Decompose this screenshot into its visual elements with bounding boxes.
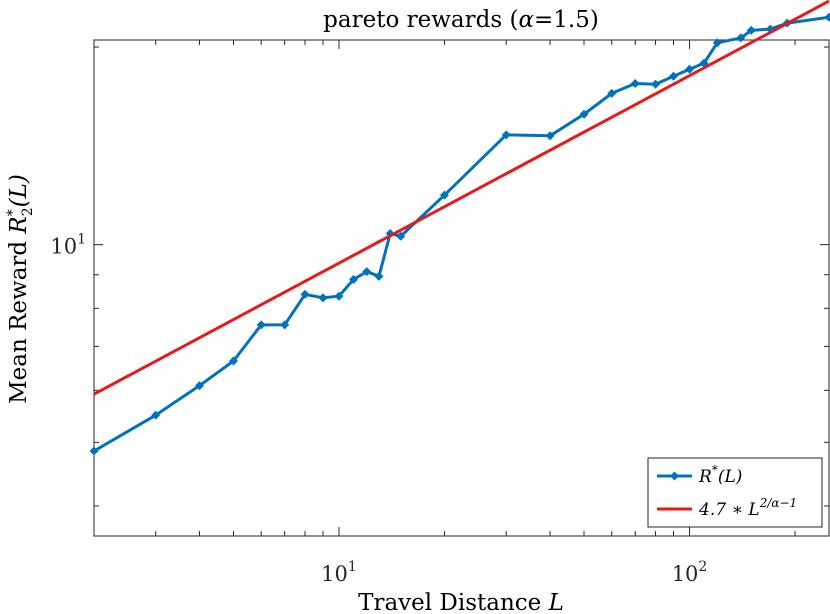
data-point [736, 33, 746, 43]
data-point [668, 71, 678, 81]
data-point [712, 38, 722, 48]
data-point [300, 289, 310, 299]
legend: R*(L) 4.7 ∗ L2/α−1 [647, 457, 823, 528]
axis-ticks: 101 102 101 [50, 40, 829, 586]
series-line-fit [93, 0, 830, 396]
data-point [746, 25, 756, 35]
data-point [440, 190, 450, 200]
data-point [607, 88, 617, 98]
data-point [824, 12, 830, 22]
y-axis-label: Mean Reward R*2(L) [5, 174, 36, 404]
x-tick-label: 101 [321, 559, 357, 586]
data-point [280, 320, 290, 330]
series-group [89, 0, 830, 456]
legend-label-series-1: R*(L) [698, 463, 742, 487]
data-point [374, 271, 384, 281]
data-point [318, 293, 328, 303]
legend-marker-diamond [670, 471, 679, 481]
data-point [256, 320, 266, 330]
x-tick-label: 102 [672, 559, 708, 586]
legend-box [647, 457, 823, 528]
data-point [362, 267, 372, 277]
data-point [545, 131, 555, 141]
data-point [334, 291, 344, 301]
legend-label-series-2: 4.7 ∗ L2/α−1 [698, 496, 797, 520]
data-point [630, 78, 640, 88]
data-point [651, 79, 661, 89]
y-tick-label: 101 [50, 232, 86, 259]
data-point [501, 130, 511, 140]
data-point [685, 64, 695, 74]
data-point [396, 231, 406, 241]
data-point [195, 381, 205, 391]
data-point [579, 109, 589, 119]
data-point [349, 275, 359, 285]
data-point [151, 410, 161, 420]
data-point [228, 356, 238, 366]
plot-area [93, 39, 830, 537]
data-point [89, 446, 99, 456]
x-axis-label: Travel Distance L [358, 590, 564, 614]
chart-title: pareto rewards (α=1.5) [323, 7, 599, 33]
